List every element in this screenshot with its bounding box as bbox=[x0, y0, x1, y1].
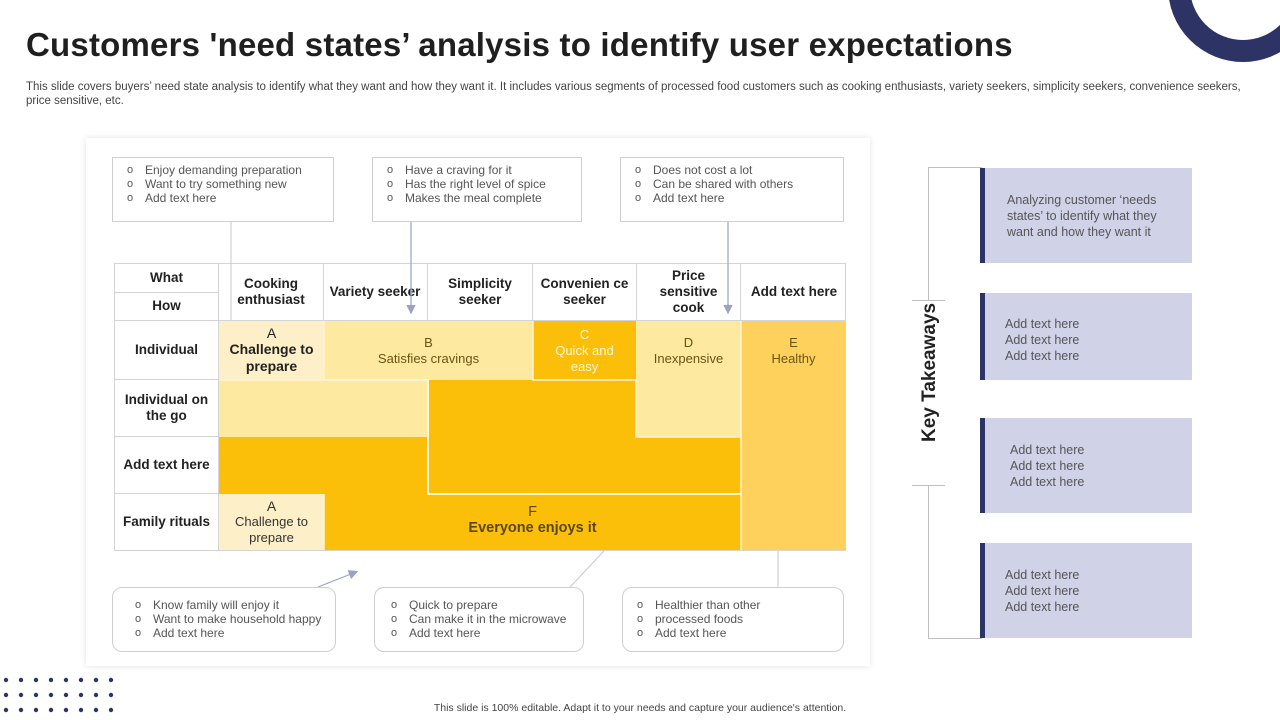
page-subtitle: This slide covers buyers’ need state ana… bbox=[26, 81, 1241, 107]
note-item: Know family will enjoy it bbox=[133, 598, 327, 612]
block-b-top bbox=[324, 321, 533, 380]
page-title: Customers 'need states’ analysis to iden… bbox=[26, 26, 1013, 63]
block-a-individual-label: A Challenge to prepare bbox=[229, 325, 314, 374]
block-f-label: F Everyone enjoys it bbox=[468, 504, 597, 536]
column-header-price: Price sensitive cook bbox=[659, 267, 718, 315]
block-a-individual bbox=[219, 321, 324, 380]
note-item: Add text here bbox=[633, 191, 835, 205]
what-label: What bbox=[150, 269, 183, 285]
note-item: Does not cost a lot bbox=[633, 163, 835, 177]
key-takeaways-heading: Key Takeaways bbox=[919, 302, 940, 442]
row-label-family: Family rituals bbox=[122, 514, 211, 529]
row-label-add-text: Add text here bbox=[123, 457, 210, 472]
block-add-row bbox=[219, 437, 741, 494]
takeaway-line: Add text here bbox=[1010, 474, 1085, 489]
column-header-add: Add text here bbox=[750, 283, 838, 299]
note-item: Have a craving for it bbox=[385, 163, 573, 177]
takeaway-line: Add text here bbox=[1005, 348, 1080, 363]
column-header-simplicity: Simplicity seeker bbox=[448, 275, 512, 307]
block-d-label: D Inexpensive bbox=[653, 335, 724, 366]
block-e-label: E Healthy bbox=[771, 335, 816, 366]
note-item: Quick to prepare bbox=[389, 598, 575, 612]
top-note-cooking: Enjoy demanding preparation Want to try … bbox=[112, 157, 334, 222]
takeaway-line: Add text here bbox=[1005, 583, 1080, 598]
column-header-convenience: Convenien ce seeker bbox=[540, 275, 629, 307]
block-c-mid bbox=[428, 380, 636, 437]
takeaway-text: Analyzing customer ‘needs states’ to ide… bbox=[1007, 193, 1157, 239]
footer-note: This slide is 100% editable. Adapt it to… bbox=[433, 702, 847, 714]
block-c-label: C Quick and easy bbox=[555, 327, 614, 374]
row-label-individual: Individual bbox=[134, 342, 198, 357]
note-item: Has the right level of spice bbox=[385, 177, 573, 191]
column-header-cooking: Cooking enthusiast bbox=[237, 275, 305, 307]
note-item: Makes the meal complete bbox=[385, 191, 573, 205]
note-item: processed foods bbox=[635, 612, 835, 626]
takeaway-box-3: Add text here Add text here Add text her… bbox=[980, 418, 1192, 513]
takeaway-line: Add text here bbox=[1005, 567, 1080, 582]
block-b-label: B Satisfies cravings bbox=[377, 335, 480, 366]
block-a-family bbox=[219, 494, 324, 550]
takeaway-box-2: Add text here Add text here Add text her… bbox=[980, 293, 1192, 380]
note-item: Can make it in the microwave bbox=[389, 612, 575, 626]
block-d bbox=[636, 321, 741, 437]
block-f bbox=[324, 494, 741, 550]
top-note-price: Does not cost a lot Can be shared with o… bbox=[620, 157, 844, 222]
note-item: Want to try something new bbox=[125, 177, 325, 191]
block-e bbox=[741, 321, 846, 550]
row-label-on-the-go: Individual on the go bbox=[124, 392, 209, 423]
decorative-dots bbox=[3, 677, 114, 713]
column-header-variety: Variety seeker bbox=[329, 283, 421, 299]
note-item: Add text here bbox=[389, 626, 575, 640]
takeaway-line: Add text here bbox=[1010, 458, 1085, 473]
takeaway-line: Add text here bbox=[1005, 599, 1080, 614]
note-item: Add text here bbox=[635, 626, 835, 640]
block-a-family-label: A Challenge to prepare bbox=[235, 498, 308, 545]
takeaway-line: Add text here bbox=[1005, 316, 1080, 331]
bottom-note-family: Know family will enjoy it Want to make h… bbox=[112, 587, 336, 652]
bottom-note-healthy: Healthier than other processed foods Add… bbox=[622, 587, 844, 652]
bottom-note-convenience: Quick to prepare Can make it in the micr… bbox=[374, 587, 584, 652]
note-item: Add text here bbox=[133, 626, 327, 640]
how-label: How bbox=[152, 298, 181, 313]
note-item: Add text here bbox=[125, 191, 325, 205]
top-note-variety: Have a craving for it Has the right leve… bbox=[372, 157, 582, 222]
takeaway-line: Add text here bbox=[1010, 442, 1085, 457]
note-item: Enjoy demanding preparation bbox=[125, 163, 325, 177]
note-item: Can be shared with others bbox=[633, 177, 835, 191]
takeaway-box-4: Add text here Add text here Add text her… bbox=[980, 543, 1192, 638]
note-item: Healthier than other bbox=[635, 598, 835, 612]
takeaway-box-1: Analyzing customer ‘needs states’ to ide… bbox=[980, 168, 1192, 263]
takeaway-line: Add text here bbox=[1005, 332, 1080, 347]
note-item: Want to make household happy bbox=[133, 612, 327, 626]
block-b-lower bbox=[219, 380, 428, 437]
